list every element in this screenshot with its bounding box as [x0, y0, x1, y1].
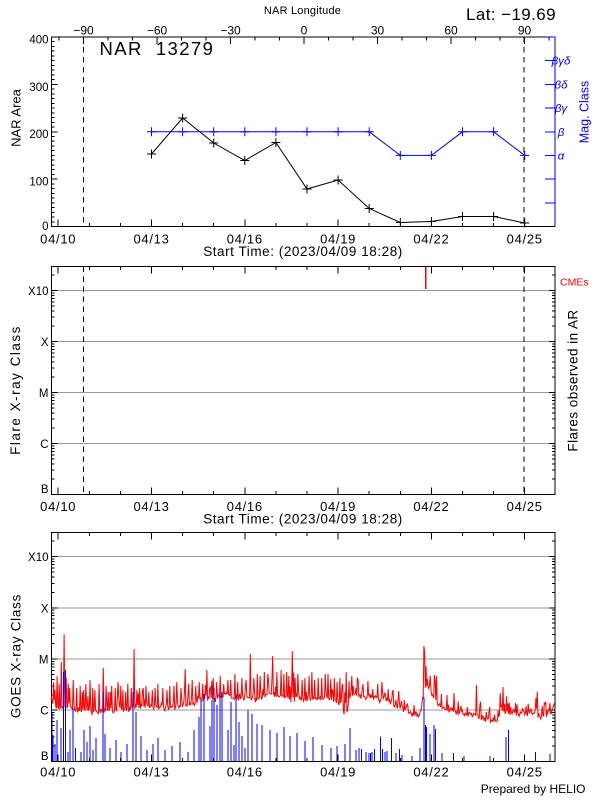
svg-text:−30: −30 — [220, 24, 241, 38]
svg-text:βγ: βγ — [554, 103, 569, 115]
svg-text:04/10: 04/10 — [40, 765, 76, 780]
svg-text:04/19: 04/19 — [320, 499, 356, 514]
svg-text:NAR 13279: NAR 13279 — [100, 38, 215, 59]
svg-text:Start Time: (2023/04/09 18:28): Start Time: (2023/04/09 18:28) — [203, 512, 403, 527]
svg-text:M: M — [39, 388, 49, 400]
svg-text:−60: −60 — [147, 24, 168, 38]
svg-text:200: 200 — [29, 129, 48, 141]
svg-text:X: X — [41, 337, 49, 349]
svg-text:C: C — [40, 706, 48, 718]
svg-text:CMEs: CMEs — [560, 277, 589, 289]
svg-text:0: 0 — [301, 24, 308, 38]
svg-text:GOES X-ray Class: GOES X-ray Class — [9, 594, 24, 718]
svg-text:0: 0 — [42, 221, 48, 233]
svg-text:Flare X-ray Class: Flare X-ray Class — [8, 325, 23, 455]
svg-text:04/16: 04/16 — [227, 499, 263, 514]
svg-text:B: B — [41, 751, 49, 763]
svg-text:60: 60 — [444, 24, 458, 38]
svg-text:X10: X10 — [28, 552, 48, 564]
svg-text:04/25: 04/25 — [507, 499, 543, 514]
svg-text:400: 400 — [29, 34, 48, 46]
svg-text:NAR Area: NAR Area — [9, 88, 24, 147]
svg-text:100: 100 — [29, 177, 48, 189]
svg-text:B: B — [41, 484, 49, 496]
svg-text:X: X — [41, 603, 49, 615]
svg-text:Flares observed in AR: Flares observed in AR — [566, 309, 581, 451]
svg-text:04/16: 04/16 — [227, 232, 263, 247]
svg-text:X10: X10 — [28, 286, 48, 298]
svg-text:04/19: 04/19 — [320, 765, 356, 780]
svg-text:04/13: 04/13 — [133, 232, 169, 247]
svg-text:04/13: 04/13 — [133, 499, 169, 514]
svg-text:−90: −90 — [73, 24, 94, 38]
svg-text:Lat: −19.69: Lat: −19.69 — [466, 5, 556, 24]
svg-text:C: C — [40, 439, 48, 451]
svg-text:βδ: βδ — [554, 79, 569, 91]
svg-text:30: 30 — [371, 24, 385, 38]
svg-text:Prepared by HELIO: Prepared by HELIO — [481, 782, 586, 796]
svg-text:04/10: 04/10 — [40, 232, 76, 247]
svg-text:Start Time: (2023/04/09 18:28): Start Time: (2023/04/09 18:28) — [203, 244, 403, 259]
svg-text:NAR Longitude: NAR Longitude — [264, 5, 341, 17]
svg-text:04/13: 04/13 — [133, 765, 169, 780]
svg-text:04/16: 04/16 — [227, 765, 263, 780]
svg-text:04/22: 04/22 — [413, 499, 449, 514]
svg-text:04/22: 04/22 — [413, 765, 449, 780]
svg-text:04/10: 04/10 — [40, 499, 76, 514]
svg-text:300: 300 — [29, 82, 48, 94]
svg-text:M: M — [39, 655, 49, 667]
svg-text:04/25: 04/25 — [507, 232, 543, 247]
svg-text:β: β — [557, 127, 565, 139]
svg-text:βγδ: βγδ — [551, 56, 571, 68]
svg-text:90: 90 — [518, 24, 532, 38]
svg-text:Mag. Class: Mag. Class — [578, 81, 592, 144]
svg-text:04/22: 04/22 — [413, 232, 449, 247]
svg-text:α: α — [558, 150, 565, 162]
svg-text:04/19: 04/19 — [320, 232, 356, 247]
svg-text:04/25: 04/25 — [507, 765, 543, 780]
